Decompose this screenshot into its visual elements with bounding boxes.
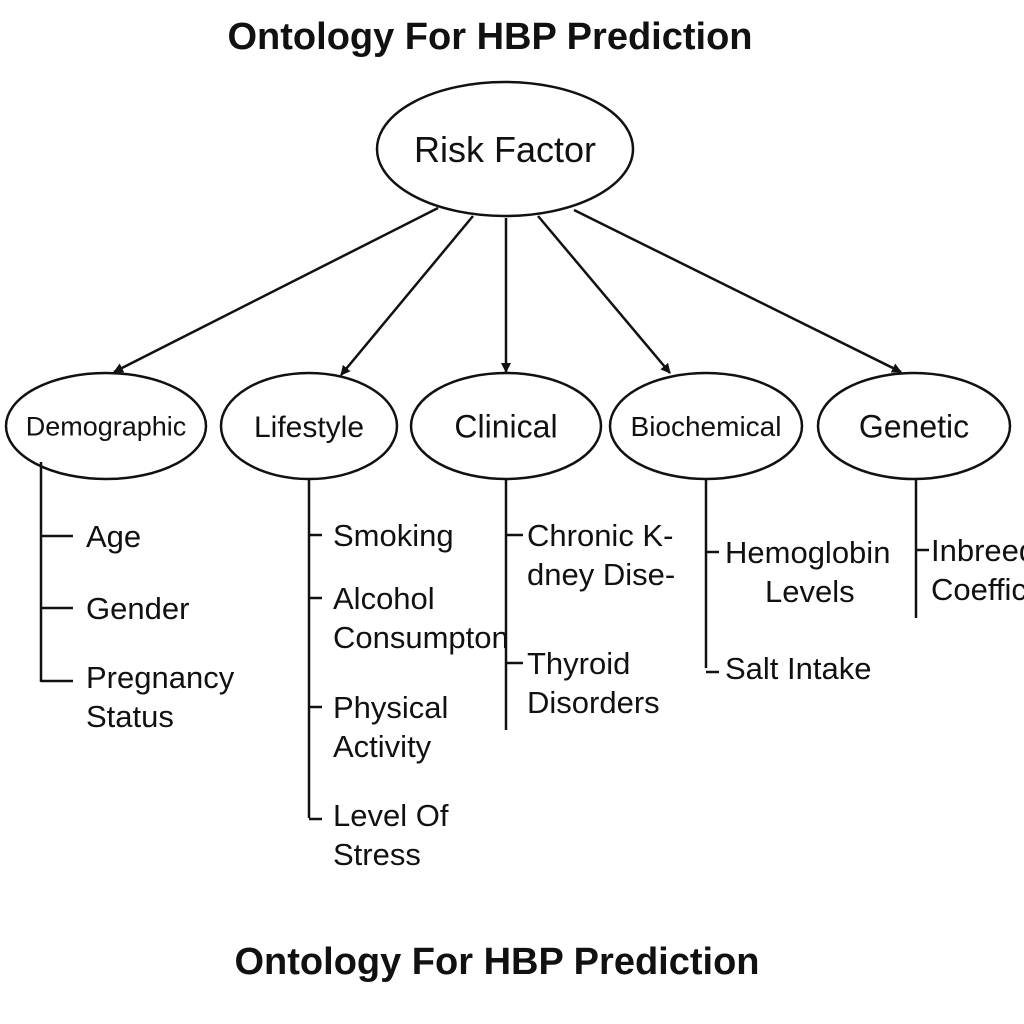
item-line: Levels [765, 574, 855, 609]
root-ellipse [375, 80, 635, 218]
category-lifestyle: Lifestyle Smoking Alcohol Consumpton Physica… [219, 371, 509, 872]
item-line: Pregnancy [86, 660, 235, 695]
item-line: Alcohol [333, 581, 435, 616]
item-line: Chronic K- [527, 518, 673, 553]
item-age: Age [86, 519, 141, 554]
category-ellipse-genetic [816, 371, 1012, 481]
item-line: Thyroid [527, 646, 630, 681]
item-line: Coefficient [931, 572, 1024, 607]
category-ellipse-demographic [4, 371, 208, 481]
category-label-clinical: Clinical [454, 409, 557, 445]
item-line: Inbreeding [931, 533, 1024, 568]
item-chronic-k-dney-dise: Chronic K-dney Dise- [527, 518, 675, 592]
item-line: Age [86, 519, 141, 554]
item-line: Stress [333, 837, 421, 872]
item-smoking: Smoking [333, 518, 454, 553]
item-line: Status [86, 699, 174, 734]
item-thyroid-disorders: Thyroid Disorders [527, 646, 660, 720]
item-line: Disorders [527, 685, 660, 720]
item-inbreeding-coefficient: Inbreeding Coefficient [931, 533, 1024, 607]
diagram-title-bottom: Ontology For HBP Prediction [235, 941, 760, 983]
item-line: Activity [333, 729, 432, 764]
item-line: Hemoglobin [725, 535, 890, 570]
item-line: Consumpton [333, 620, 509, 655]
item-tree-demographic: Age Gender Pregnancy Status [39, 462, 235, 734]
item-tree-biochemical: Hemoglobin Levels Salt Intake [704, 479, 890, 686]
item-line: Salt Intake [725, 651, 871, 686]
item-line: Level Of [333, 798, 449, 833]
edge-to-lifestyle [340, 215, 474, 376]
category-genetic: Genetic Inbreeding Coefficient [816, 371, 1024, 618]
item-salt-intake: Salt Intake [725, 651, 871, 686]
edge-to-demographic [113, 206, 439, 374]
category-demographic: Demographic Age Gender Pregnancy Status [4, 371, 235, 734]
root-label: Risk Factor [414, 129, 596, 170]
item-line: Smoking [333, 518, 454, 553]
category-label-biochemical: Biochemical [631, 411, 782, 442]
category-label-lifestyle: Lifestyle [254, 411, 364, 444]
root-node: Risk Factor [375, 80, 635, 218]
item-hemoglobin-levels: Hemoglobin Levels [725, 535, 890, 609]
edges [113, 206, 902, 376]
item-pregnancy-status: Pregnancy Status [86, 660, 235, 734]
item-line: Physical [333, 690, 448, 725]
item-level-of-stress: Level Of Stress [333, 798, 449, 872]
categories: Demographic Age Gender Pregnancy Status Lifes… [4, 371, 1024, 872]
category-clinical: Clinical Chronic K-dney Dise- Thyroid Disor… [409, 371, 675, 730]
item-gender: Gender [86, 591, 189, 626]
item-tree-clinical: Chronic K-dney Dise- Thyroid Disorders [504, 479, 675, 730]
edge-to-biochemical [537, 215, 671, 374]
category-label-demographic: Demographic [26, 412, 187, 442]
item-line: dney Dise- [527, 557, 675, 592]
item-alcohol-consumpton: Alcohol Consumpton [333, 581, 509, 655]
category-label-genetic: Genetic [859, 409, 969, 445]
item-tree-genetic: Inbreeding Coefficient [914, 479, 1024, 618]
item-line: Gender [86, 591, 189, 626]
diagram-title-top: Ontology For HBP Prediction [228, 16, 753, 58]
category-biochemical: Biochemical Hemoglobin Levels Salt Intake [608, 371, 890, 686]
edge-to-genetic [573, 208, 902, 374]
item-tree-lifestyle: Smoking Alcohol Consumpton Physical Activity… [307, 479, 509, 872]
item-physical-activity: Physical Activity [333, 690, 448, 764]
